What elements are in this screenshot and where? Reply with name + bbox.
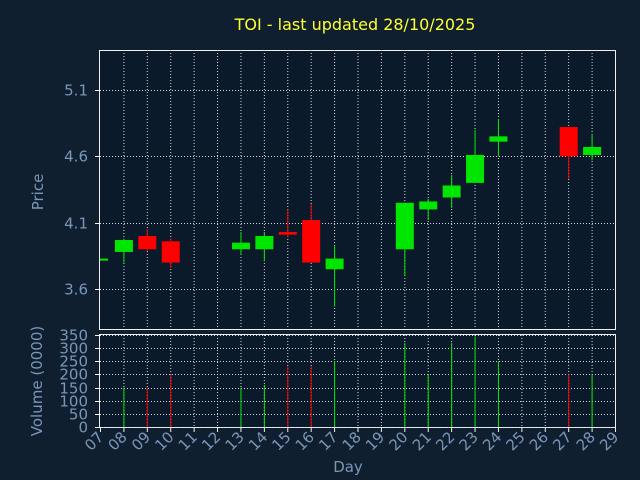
price-panel: 3.6 4.1 4.6 5.1 Price <box>29 50 616 330</box>
candle-body <box>466 154 485 183</box>
candle <box>325 245 344 307</box>
candle <box>419 198 438 221</box>
price-y-tick-label: 3.6 <box>64 281 88 299</box>
candle-body <box>100 258 108 261</box>
candle <box>302 204 321 263</box>
candle-body <box>255 236 274 250</box>
candle <box>583 133 602 161</box>
price-y-tick-label: 5.1 <box>64 82 88 100</box>
candle-body <box>442 185 461 198</box>
candle-body <box>583 146 602 155</box>
candle-body <box>114 239 133 252</box>
candle <box>489 119 508 157</box>
chart-title: TOI - last updated 28/10/2025 <box>234 15 476 34</box>
price-plot-area <box>99 50 616 330</box>
candle <box>559 127 578 179</box>
volume-bars <box>123 336 593 427</box>
volume-y-tick-label: 100 <box>59 393 88 411</box>
candle-body <box>325 258 344 270</box>
volume-y-tick-label: 50 <box>69 406 88 424</box>
candle <box>255 232 274 262</box>
candle-body <box>231 242 250 250</box>
volume-y-tick-label: 0 <box>78 419 88 437</box>
volume-y-tick-label: 250 <box>59 353 88 371</box>
candle <box>466 129 485 183</box>
volume-y-tick-label: 300 <box>59 340 88 358</box>
price-y-ticks: 3.6 4.1 4.6 5.1 <box>64 82 100 299</box>
candle-body <box>161 241 180 263</box>
x-axis-label: Day <box>333 458 363 476</box>
volume-grid <box>100 335 615 428</box>
day-x-ticks: 0708091011121314151617181920212223242526… <box>81 427 622 454</box>
candle <box>442 174 461 209</box>
candle-body <box>278 232 297 235</box>
candle-body <box>302 220 321 263</box>
volume-y-tick-label: 350 <box>59 327 88 345</box>
candle-body <box>419 201 438 210</box>
price-grid <box>100 50 615 329</box>
volume-y-axis-label: Volume (0000) <box>28 326 46 436</box>
candle <box>138 229 157 251</box>
candle <box>278 209 297 238</box>
candle <box>395 202 414 276</box>
candle <box>161 238 180 268</box>
candle-body <box>489 136 508 142</box>
candle <box>100 258 108 261</box>
price-y-tick-label: 4.6 <box>64 148 88 166</box>
price-y-tick-label: 4.1 <box>64 215 88 233</box>
candle-body <box>138 236 157 250</box>
volume-y-tick-label: 200 <box>59 366 88 384</box>
candle-body <box>395 202 414 250</box>
candle <box>231 232 250 255</box>
price-y-axis-label: Price <box>29 174 47 211</box>
volume-y-tick-label: 150 <box>59 380 88 398</box>
candle-body <box>559 127 578 157</box>
candle <box>114 238 133 263</box>
price-candles <box>100 119 602 307</box>
